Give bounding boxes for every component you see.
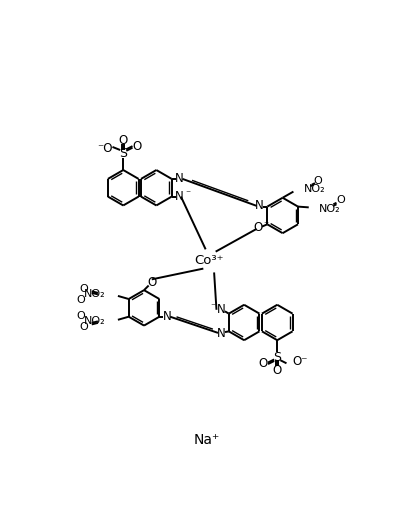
- Text: O: O: [147, 276, 156, 289]
- Text: S: S: [119, 146, 127, 160]
- Text: O: O: [80, 284, 88, 294]
- Text: O: O: [314, 176, 322, 186]
- Text: NO₂: NO₂: [84, 289, 106, 299]
- Text: O: O: [273, 364, 282, 377]
- Text: S: S: [273, 351, 281, 364]
- Text: O: O: [259, 357, 268, 370]
- Text: O⁻: O⁻: [293, 355, 308, 368]
- Text: N: N: [217, 303, 226, 316]
- Text: NO₂: NO₂: [303, 184, 325, 194]
- Text: N: N: [175, 172, 184, 185]
- Text: NO₂: NO₂: [319, 204, 340, 214]
- Text: ⁻O: ⁻O: [97, 142, 113, 155]
- Text: N: N: [217, 327, 226, 340]
- Text: O: O: [254, 221, 263, 234]
- Text: O: O: [132, 140, 142, 153]
- Text: O: O: [77, 295, 85, 305]
- Text: O: O: [80, 322, 88, 332]
- Text: ⁻: ⁻: [158, 275, 163, 285]
- Text: ⁻: ⁻: [210, 302, 215, 312]
- Text: NO₂: NO₂: [84, 317, 106, 327]
- Text: O: O: [119, 133, 128, 146]
- Text: N: N: [255, 200, 264, 212]
- Text: N: N: [163, 310, 171, 323]
- Text: ⁻: ⁻: [263, 220, 269, 230]
- Text: N: N: [175, 190, 184, 203]
- Text: ⁻: ⁻: [185, 190, 190, 200]
- Text: O: O: [77, 311, 85, 321]
- Text: Na⁺: Na⁺: [194, 433, 220, 447]
- Text: Co³⁺: Co³⁺: [195, 255, 224, 267]
- Text: O: O: [336, 195, 345, 205]
